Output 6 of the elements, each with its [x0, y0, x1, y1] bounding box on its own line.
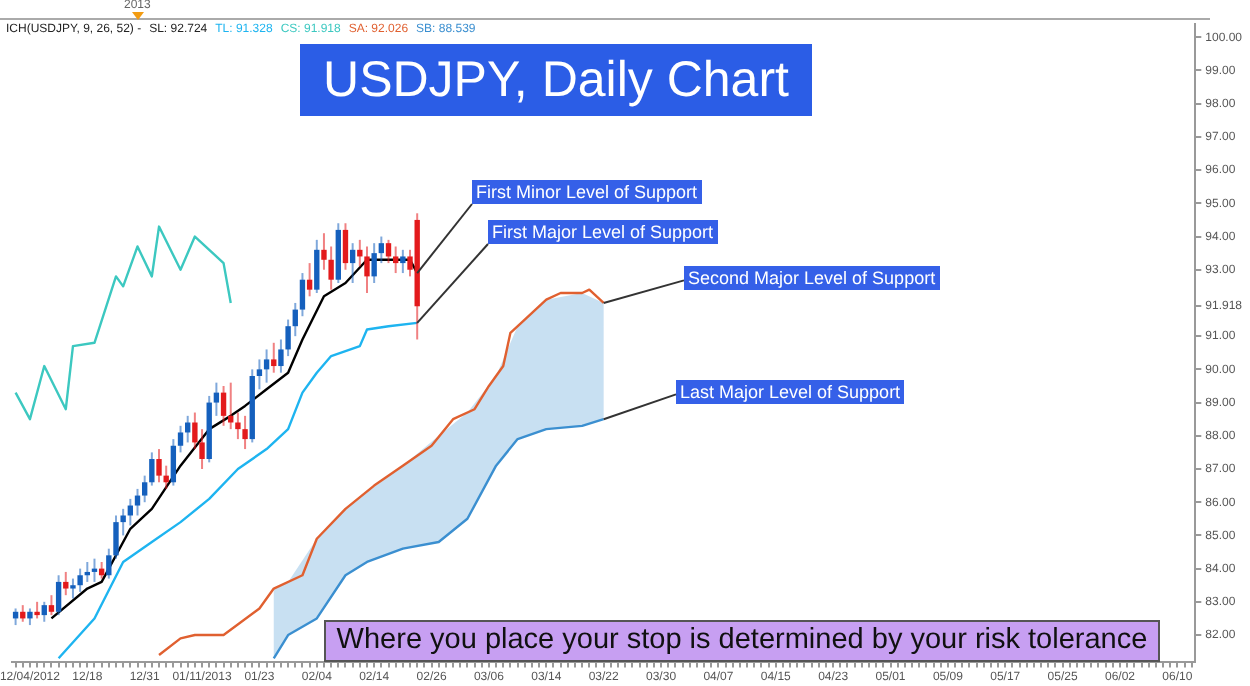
annotation: First Major Level of Support [488, 220, 718, 244]
annotation: Last Major Level of Support [676, 380, 905, 404]
text: USDJPY, Daily Chart [300, 44, 812, 116]
annotation: Second Major Level of Support [684, 266, 940, 290]
annotation: Where you place your stop is determined by your risk tolerance [324, 620, 1160, 662]
annotation: First Minor Level of Support [472, 180, 702, 204]
